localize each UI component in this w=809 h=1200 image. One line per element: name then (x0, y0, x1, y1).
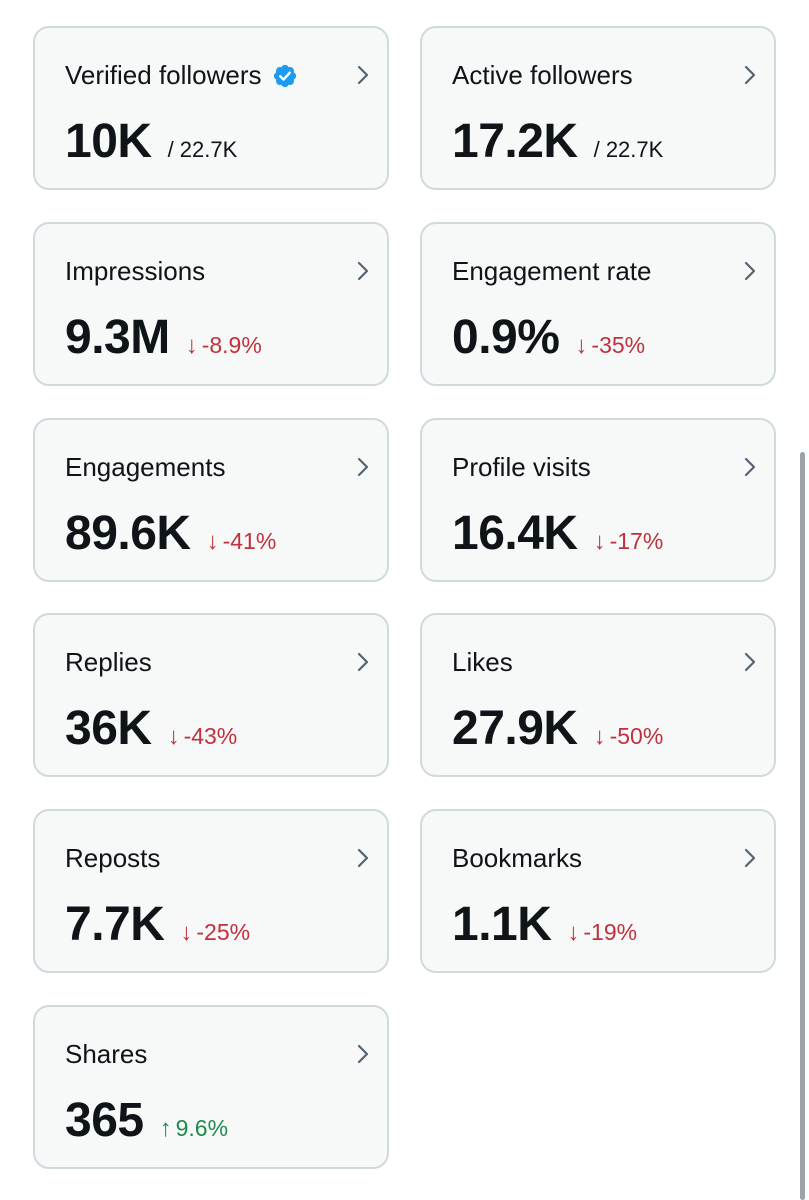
card-replies[interactable]: Replies 36K ↓ -43% (33, 613, 389, 777)
change-value: -19% (583, 919, 638, 945)
arrow-down-icon: ↓ (567, 919, 580, 946)
chevron-right-icon (744, 652, 756, 672)
verified-badge-icon (273, 64, 296, 87)
card-label: Verified followers (65, 60, 262, 90)
change-value: -17% (609, 528, 664, 554)
card-label: Reposts (65, 843, 161, 873)
chevron-right-icon (744, 848, 756, 868)
card-change: ↓ -25% (180, 919, 250, 947)
card-shares[interactable]: Shares 365 ↑ 9.6% (33, 1005, 389, 1169)
card-label: Likes (452, 647, 513, 677)
arrow-down-icon: ↓ (593, 723, 606, 750)
card-value: 7.7K (65, 898, 165, 951)
scrollbar-thumb[interactable] (800, 452, 805, 1200)
card-value: 1.1K (452, 898, 552, 951)
chevron-right-icon (744, 261, 756, 281)
card-label: Engagements (65, 452, 226, 482)
arrow-down-icon: ↓ (593, 528, 606, 555)
change-value: -41% (222, 528, 277, 554)
card-label: Impressions (65, 256, 206, 286)
card-label: Shares (65, 1039, 148, 1069)
change-value: -50% (609, 723, 664, 749)
card-likes[interactable]: Likes 27.9K ↓ -50% (420, 613, 776, 777)
card-change: ↓ -8.9% (186, 332, 262, 360)
arrow-down-icon: ↓ (575, 332, 588, 359)
card-engagement-rate[interactable]: Engagement rate 0.9% ↓ -35% (420, 222, 776, 386)
card-change: ↓ -50% (594, 723, 664, 751)
card-impressions[interactable]: Impressions 9.3M ↓ -8.9% (33, 222, 389, 386)
card-change: ↑ 9.6% (160, 1115, 228, 1143)
chevron-right-icon (357, 652, 369, 672)
card-bookmarks[interactable]: Bookmarks 1.1K ↓ -19% (420, 809, 776, 973)
card-label: Engagement rate (452, 256, 652, 286)
card-value: 27.9K (452, 702, 578, 755)
card-total: / 22.7K (167, 137, 238, 162)
chevron-right-icon (744, 65, 756, 85)
card-value: 16.4K (452, 507, 578, 560)
card-active-followers[interactable]: Active followers 17.2K / 22.7K (420, 26, 776, 190)
arrow-up-icon: ↑ (159, 1115, 172, 1142)
card-change: ↓ -19% (567, 919, 637, 947)
card-change: ↓ -35% (575, 332, 645, 360)
chevron-right-icon (744, 457, 756, 477)
arrow-down-icon: ↓ (180, 919, 193, 946)
change-value: -8.9% (201, 332, 262, 358)
chevron-right-icon (357, 848, 369, 868)
card-value: 9.3M (65, 311, 170, 364)
change-value: -35% (591, 332, 646, 358)
card-change: ↓ -43% (168, 723, 238, 751)
chevron-right-icon (357, 261, 369, 281)
chevron-right-icon (357, 457, 369, 477)
card-value: 36K (65, 702, 152, 755)
card-engagements[interactable]: Engagements 89.6K ↓ -41% (33, 418, 389, 582)
card-reposts[interactable]: Reposts 7.7K ↓ -25% (33, 809, 389, 973)
card-total: / 22.7K (593, 137, 664, 162)
card-change: ↓ -17% (594, 528, 664, 556)
card-change: ↓ -41% (207, 528, 277, 556)
card-value: 10K (65, 115, 152, 168)
card-value: 365 (65, 1094, 144, 1147)
card-verified-followers[interactable]: Verified followers 10K / 22.7K (33, 26, 389, 190)
card-label: Bookmarks (452, 843, 583, 873)
arrow-down-icon: ↓ (185, 332, 198, 359)
arrow-down-icon: ↓ (167, 723, 180, 750)
card-label: Profile visits (452, 452, 591, 482)
change-value: -43% (183, 723, 238, 749)
card-profile-visits[interactable]: Profile visits 16.4K ↓ -17% (420, 418, 776, 582)
change-value: 9.6% (175, 1115, 229, 1141)
chevron-right-icon (357, 65, 369, 85)
card-label: Active followers (452, 60, 633, 90)
card-value: 0.9% (452, 311, 560, 364)
change-value: -25% (196, 919, 251, 945)
chevron-right-icon (357, 1044, 369, 1064)
card-value: 89.6K (65, 507, 191, 560)
card-label: Replies (65, 647, 152, 677)
arrow-down-icon: ↓ (206, 528, 219, 555)
card-value: 17.2K (452, 115, 578, 168)
